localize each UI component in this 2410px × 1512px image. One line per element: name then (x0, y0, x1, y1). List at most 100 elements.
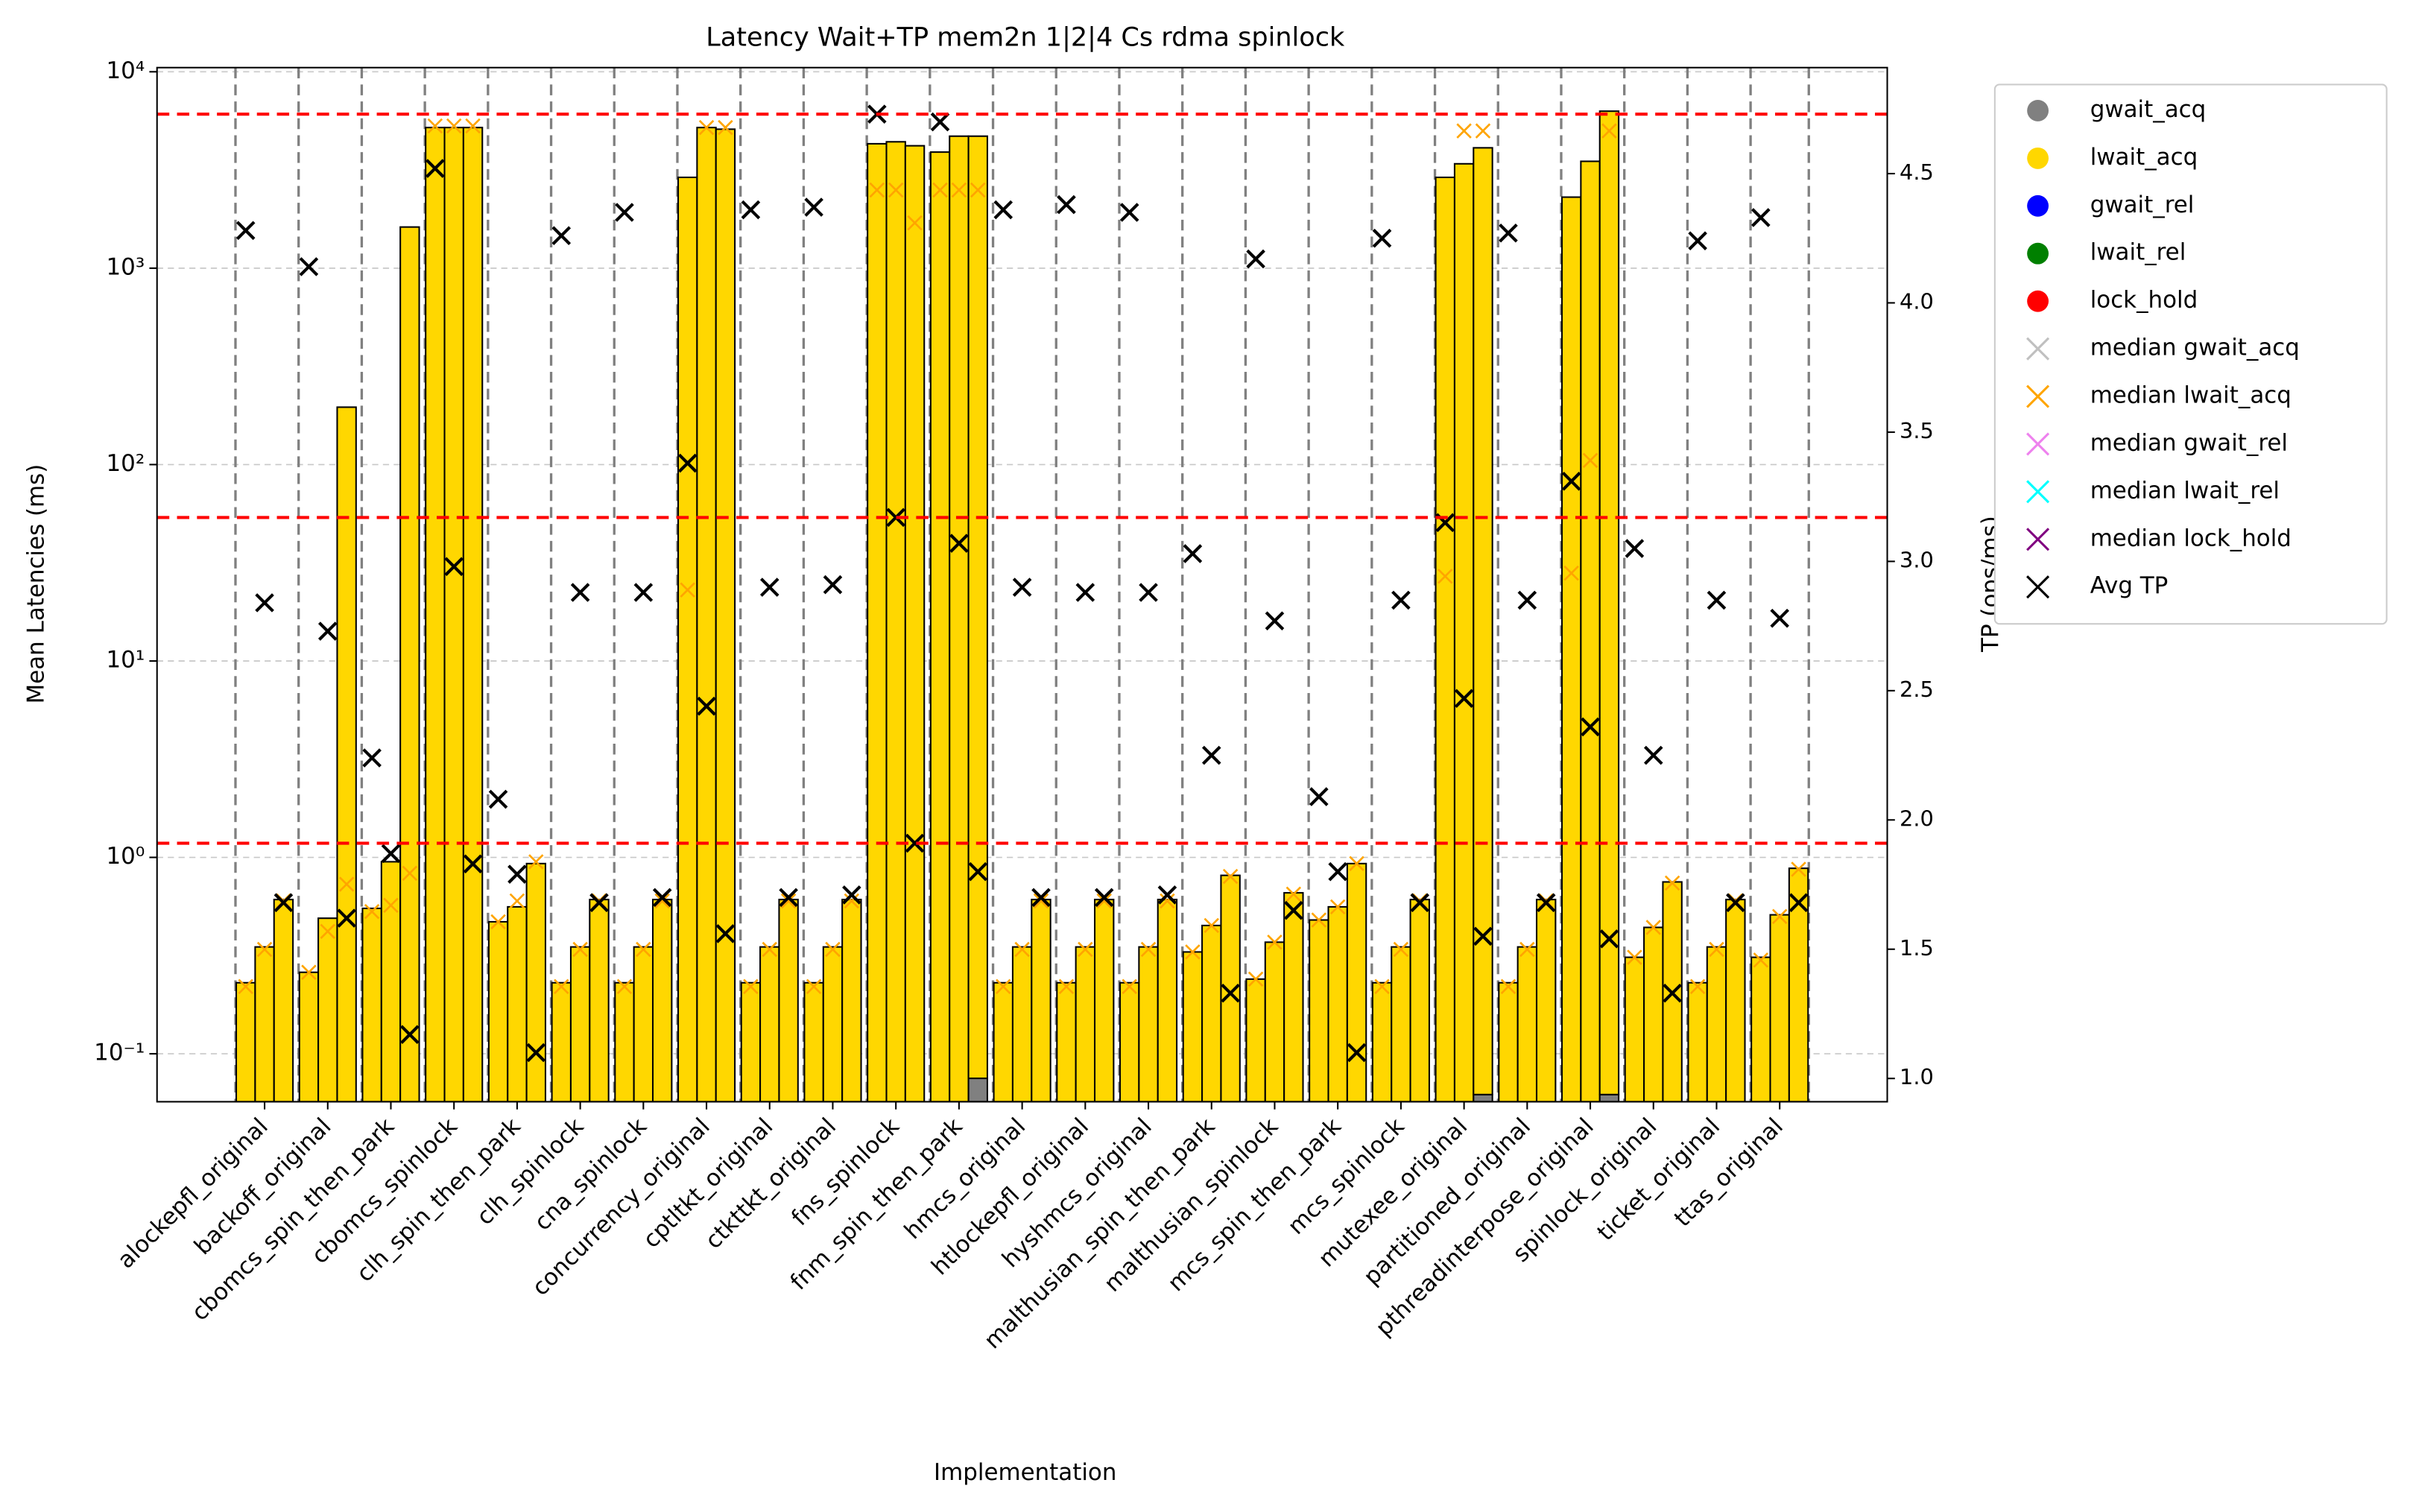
y-axis-label: Mean Latencies (ms) (22, 464, 49, 704)
tp-marker (930, 112, 950, 132)
bar-segment (1283, 892, 1304, 1103)
median-marker (1519, 941, 1535, 958)
legend-label: Avg TP (2090, 572, 2169, 599)
bar-segment (336, 406, 357, 1103)
median-marker (743, 978, 759, 995)
tp-marker (1454, 689, 1474, 709)
median-marker (1456, 123, 1472, 139)
median-marker (1689, 978, 1706, 995)
legend-marker (2027, 194, 2049, 217)
tp-marker (842, 885, 861, 905)
tp-marker (526, 1043, 546, 1063)
tp-marker (1075, 583, 1095, 602)
bar-segment (1371, 981, 1393, 1103)
y-tick-label: 10⁴ (107, 57, 145, 84)
median-marker (320, 923, 336, 940)
tp-marker (299, 257, 319, 276)
median-marker (1500, 978, 1516, 995)
tp-marker (1031, 888, 1051, 908)
legend-label: lwait_acq (2090, 144, 2198, 171)
tp-marker (677, 453, 698, 473)
tp-marker (1391, 590, 1411, 610)
tp-marker (1536, 893, 1556, 913)
y2-tick-label: 3.0 (1900, 547, 1934, 572)
bar-segment (1056, 981, 1077, 1103)
bar-segment (399, 226, 420, 1103)
legend-marker (2026, 575, 2050, 599)
bar-segment (1201, 924, 1222, 1103)
y2-tick-label: 4.5 (1900, 159, 1934, 185)
legend-marker (2026, 385, 2050, 408)
bar-segment (1624, 956, 1645, 1103)
tp-marker (1726, 893, 1745, 913)
tp-marker (615, 203, 634, 222)
tp-marker (317, 621, 338, 641)
bar-segment (651, 899, 673, 1103)
median-marker (572, 941, 588, 958)
bar-segment (1157, 899, 1178, 1103)
tp-marker (463, 854, 483, 874)
bar-segment (740, 981, 762, 1103)
tp-marker (255, 593, 274, 613)
legend-label: gwait_rel (2090, 192, 2195, 218)
median-marker (1753, 952, 1769, 968)
bar-segment (1138, 946, 1159, 1103)
median-marker (1438, 569, 1453, 584)
tp-marker (949, 534, 969, 553)
bar-segment (993, 981, 1013, 1103)
x-axis-label: Implementation (934, 1459, 1116, 1486)
tp-marker (741, 200, 761, 220)
tp-marker (1265, 611, 1285, 630)
bar-segment (1409, 899, 1430, 1103)
tp-marker (968, 861, 988, 882)
legend-marker (2026, 480, 2050, 504)
median-marker (1222, 868, 1239, 885)
median-marker (907, 215, 923, 231)
tp-marker (993, 200, 1013, 220)
bar-segment (696, 127, 717, 1103)
y-tick-label: 10¹ (107, 646, 145, 673)
median-marker (1247, 971, 1264, 987)
y-tick-label: 10³ (107, 253, 145, 280)
bar-segment (1473, 1093, 1493, 1103)
median-marker (364, 903, 380, 920)
bar-segment (525, 862, 546, 1103)
tp-marker (1517, 590, 1537, 610)
bar-segment (1075, 946, 1096, 1103)
legend-marker (2027, 147, 2049, 169)
median-marker (1627, 949, 1642, 965)
bar-segment (778, 899, 799, 1103)
median-marker (654, 893, 670, 909)
bar-segment (569, 946, 591, 1103)
tp-marker (362, 748, 382, 768)
tp-marker (652, 888, 672, 908)
y-tick-label: 10⁰ (107, 843, 145, 870)
tp-marker (1372, 228, 1392, 248)
median-marker (844, 893, 860, 909)
bar-segment (1264, 941, 1285, 1103)
bar-segment (507, 905, 528, 1103)
median-marker (1791, 861, 1806, 877)
tp-marker (633, 583, 654, 602)
median-marker (718, 119, 733, 136)
bar-segment (614, 981, 635, 1103)
tp-marker (400, 1025, 420, 1045)
median-marker (1582, 452, 1598, 469)
y2-tick-label: 1.0 (1900, 1064, 1934, 1089)
tp-marker (1663, 983, 1682, 1003)
bar-segment (1093, 899, 1115, 1103)
bar-segment (867, 142, 888, 1103)
median-marker (402, 865, 418, 882)
tp-marker (715, 924, 736, 943)
tp-marker (1751, 208, 1771, 227)
tp-marker (1707, 590, 1727, 610)
median-marker (1122, 978, 1137, 995)
y2-tick-label: 1.5 (1900, 935, 1934, 961)
tp-marker (1499, 223, 1518, 243)
legend-label: lwait_rel (2090, 239, 2186, 266)
tp-marker (589, 893, 609, 913)
tp-marker (1221, 983, 1240, 1003)
median-marker (1160, 893, 1175, 909)
bar-segment (929, 151, 951, 1103)
bar-segment (1245, 978, 1266, 1103)
